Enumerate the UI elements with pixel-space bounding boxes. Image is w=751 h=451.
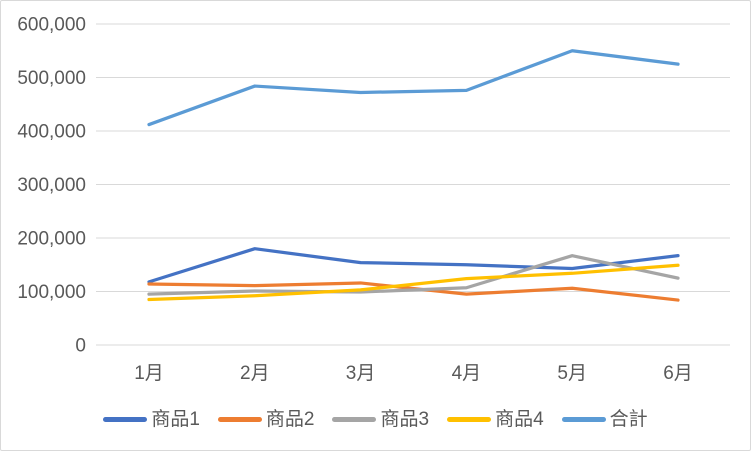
legend-label-product-2: 商品2 [265, 408, 315, 430]
legend-swatch-product-4-icon [447, 417, 492, 423]
legend-label-product-3: 商品3 [380, 408, 430, 430]
legend-swatch-product-3-icon [332, 417, 377, 423]
y-axis-tick-label: 200,000 [17, 229, 86, 250]
series-lines-group [147, 49, 680, 302]
y-axis-tick-label: 600,000 [17, 15, 86, 36]
x-axis-month-label: 3月 [346, 363, 376, 384]
legend-swatch-total-icon [561, 417, 606, 423]
y-axis-tick-label: 400,000 [17, 122, 86, 143]
y-axis-tick-label: 0 [75, 336, 86, 357]
series-line-total [147, 49, 680, 127]
y-axis-tick-label: 300,000 [17, 175, 86, 196]
y-axis-tick-label: 500,000 [17, 68, 86, 89]
x-axis-month-label: 5月 [557, 363, 587, 384]
legend-label-product-1: 商品1 [151, 408, 200, 430]
legend-label-product-4: 商品4 [495, 408, 544, 430]
y-axis-labels-group: 0 100,000 200,000 300,000 400,000 500,000 600,… [17, 15, 86, 357]
series-line-product-1 [147, 247, 680, 284]
x-axis-month-label: 1月 [134, 363, 164, 384]
legend-label-total: 合計 [609, 408, 648, 430]
legend-item-total: 合計 [561, 408, 648, 431]
legend-item-product-2: 商品2 [217, 408, 315, 431]
legend-swatch-product-2-icon [217, 417, 262, 423]
legend-item-product-3: 商品3 [332, 408, 430, 431]
legend-swatch-product-1-icon [103, 417, 148, 423]
x-axis-month-label: 4月 [452, 363, 482, 384]
x-axis-month-label: 2月 [240, 363, 270, 384]
legend-item-product-1: 商品1 [103, 408, 200, 431]
series-line-product-3 [147, 254, 680, 296]
series-line-product-4 [147, 263, 680, 302]
y-axis-tick-label: 100,000 [17, 282, 86, 303]
x-axis-month-label: 6月 [663, 363, 693, 384]
legend-item-product-4: 商品4 [447, 408, 544, 431]
chart-legend: 商品1 商品2 商品3 商品4 合計 [1, 406, 750, 434]
x-axis-labels-group: 1月 2月 3月 4月 5月 6月 [134, 363, 693, 384]
